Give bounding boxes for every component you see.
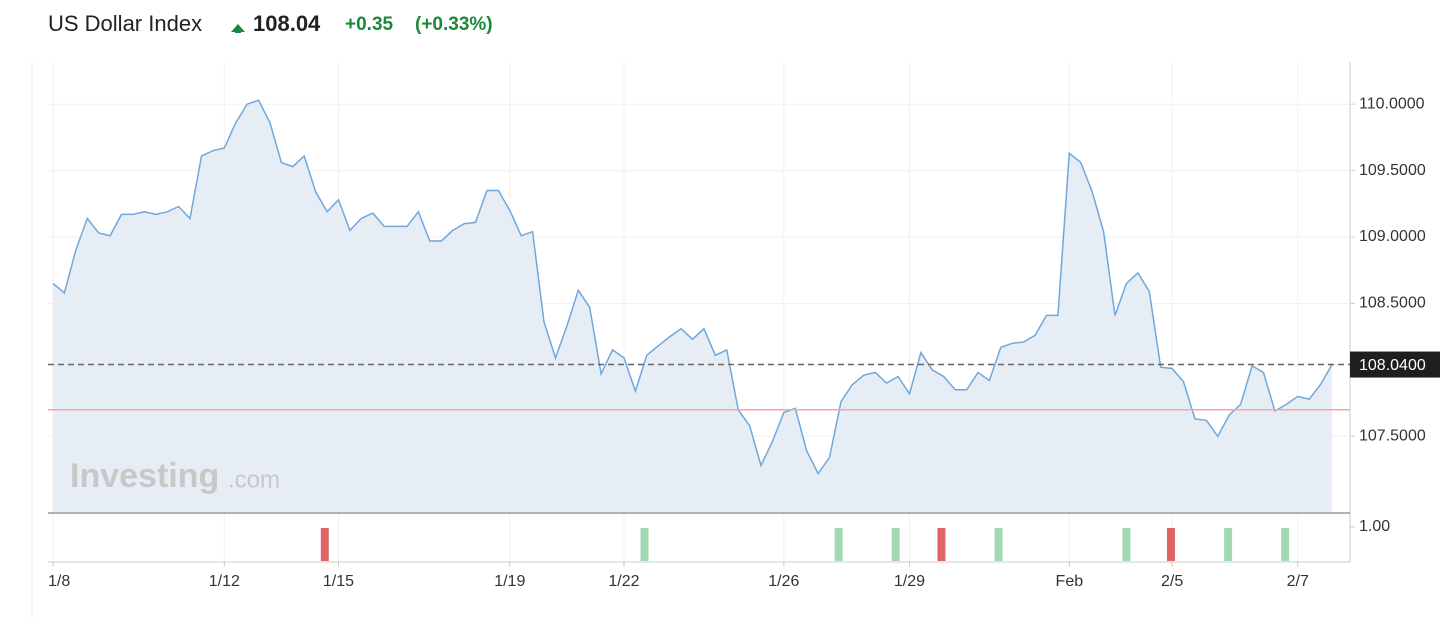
watermark: Investing [70,457,219,495]
event-bar [834,528,843,561]
x-tick-label: 1/22 [608,573,639,590]
event-bar [640,528,649,561]
y-tick-label: 109.5000 [1359,162,1426,179]
x-tick-label: 2/7 [1287,573,1309,590]
chart-title: US Dollar Index [48,11,202,36]
last-price-box [1350,351,1440,378]
y-tick-label: 108.5000 [1359,295,1426,312]
change: +0.35 [345,14,394,35]
price-line [52,99,1333,475]
plot [52,99,1333,512]
indicator-tick-label: 1.00 [1359,518,1390,535]
event-bar [937,528,946,561]
event-bar [891,528,900,561]
x-tick-label: 1/19 [494,573,525,590]
x-tick-label: 1/12 [209,573,240,590]
up-arrow [231,24,245,33]
event-bar [1122,528,1131,561]
event-bar [1281,528,1290,561]
y-tick-label: 110.0000 [1359,95,1425,112]
x-tick-label: 1/26 [768,573,799,590]
x-tick-label: 2/5 [1161,573,1183,590]
event-bar [994,528,1003,561]
event-bar [320,528,329,561]
x-tick-label: 1/15 [323,573,354,590]
last-price-label: 108.0400 [1359,357,1426,374]
x-tick-label: 1/29 [894,573,925,590]
last-price: 108.04 [253,11,321,36]
x-tick-label: Feb [1056,573,1084,590]
grid: 107.5000 108.5000 109.0000 109.5000 110.0000… [48,62,1426,590]
change-percent: (+0.33%) [415,14,493,35]
event-bar [1166,528,1175,561]
watermark-suffix: .com [228,466,280,493]
y-tick-label: 109.0000 [1359,228,1426,245]
overlay: 108.0400 1.00 [48,351,1440,561]
event-bar [1224,528,1233,561]
x-tick-label: 1/8 [48,573,70,590]
area [53,100,1332,512]
y-tick-label: 107.5000 [1359,427,1426,444]
